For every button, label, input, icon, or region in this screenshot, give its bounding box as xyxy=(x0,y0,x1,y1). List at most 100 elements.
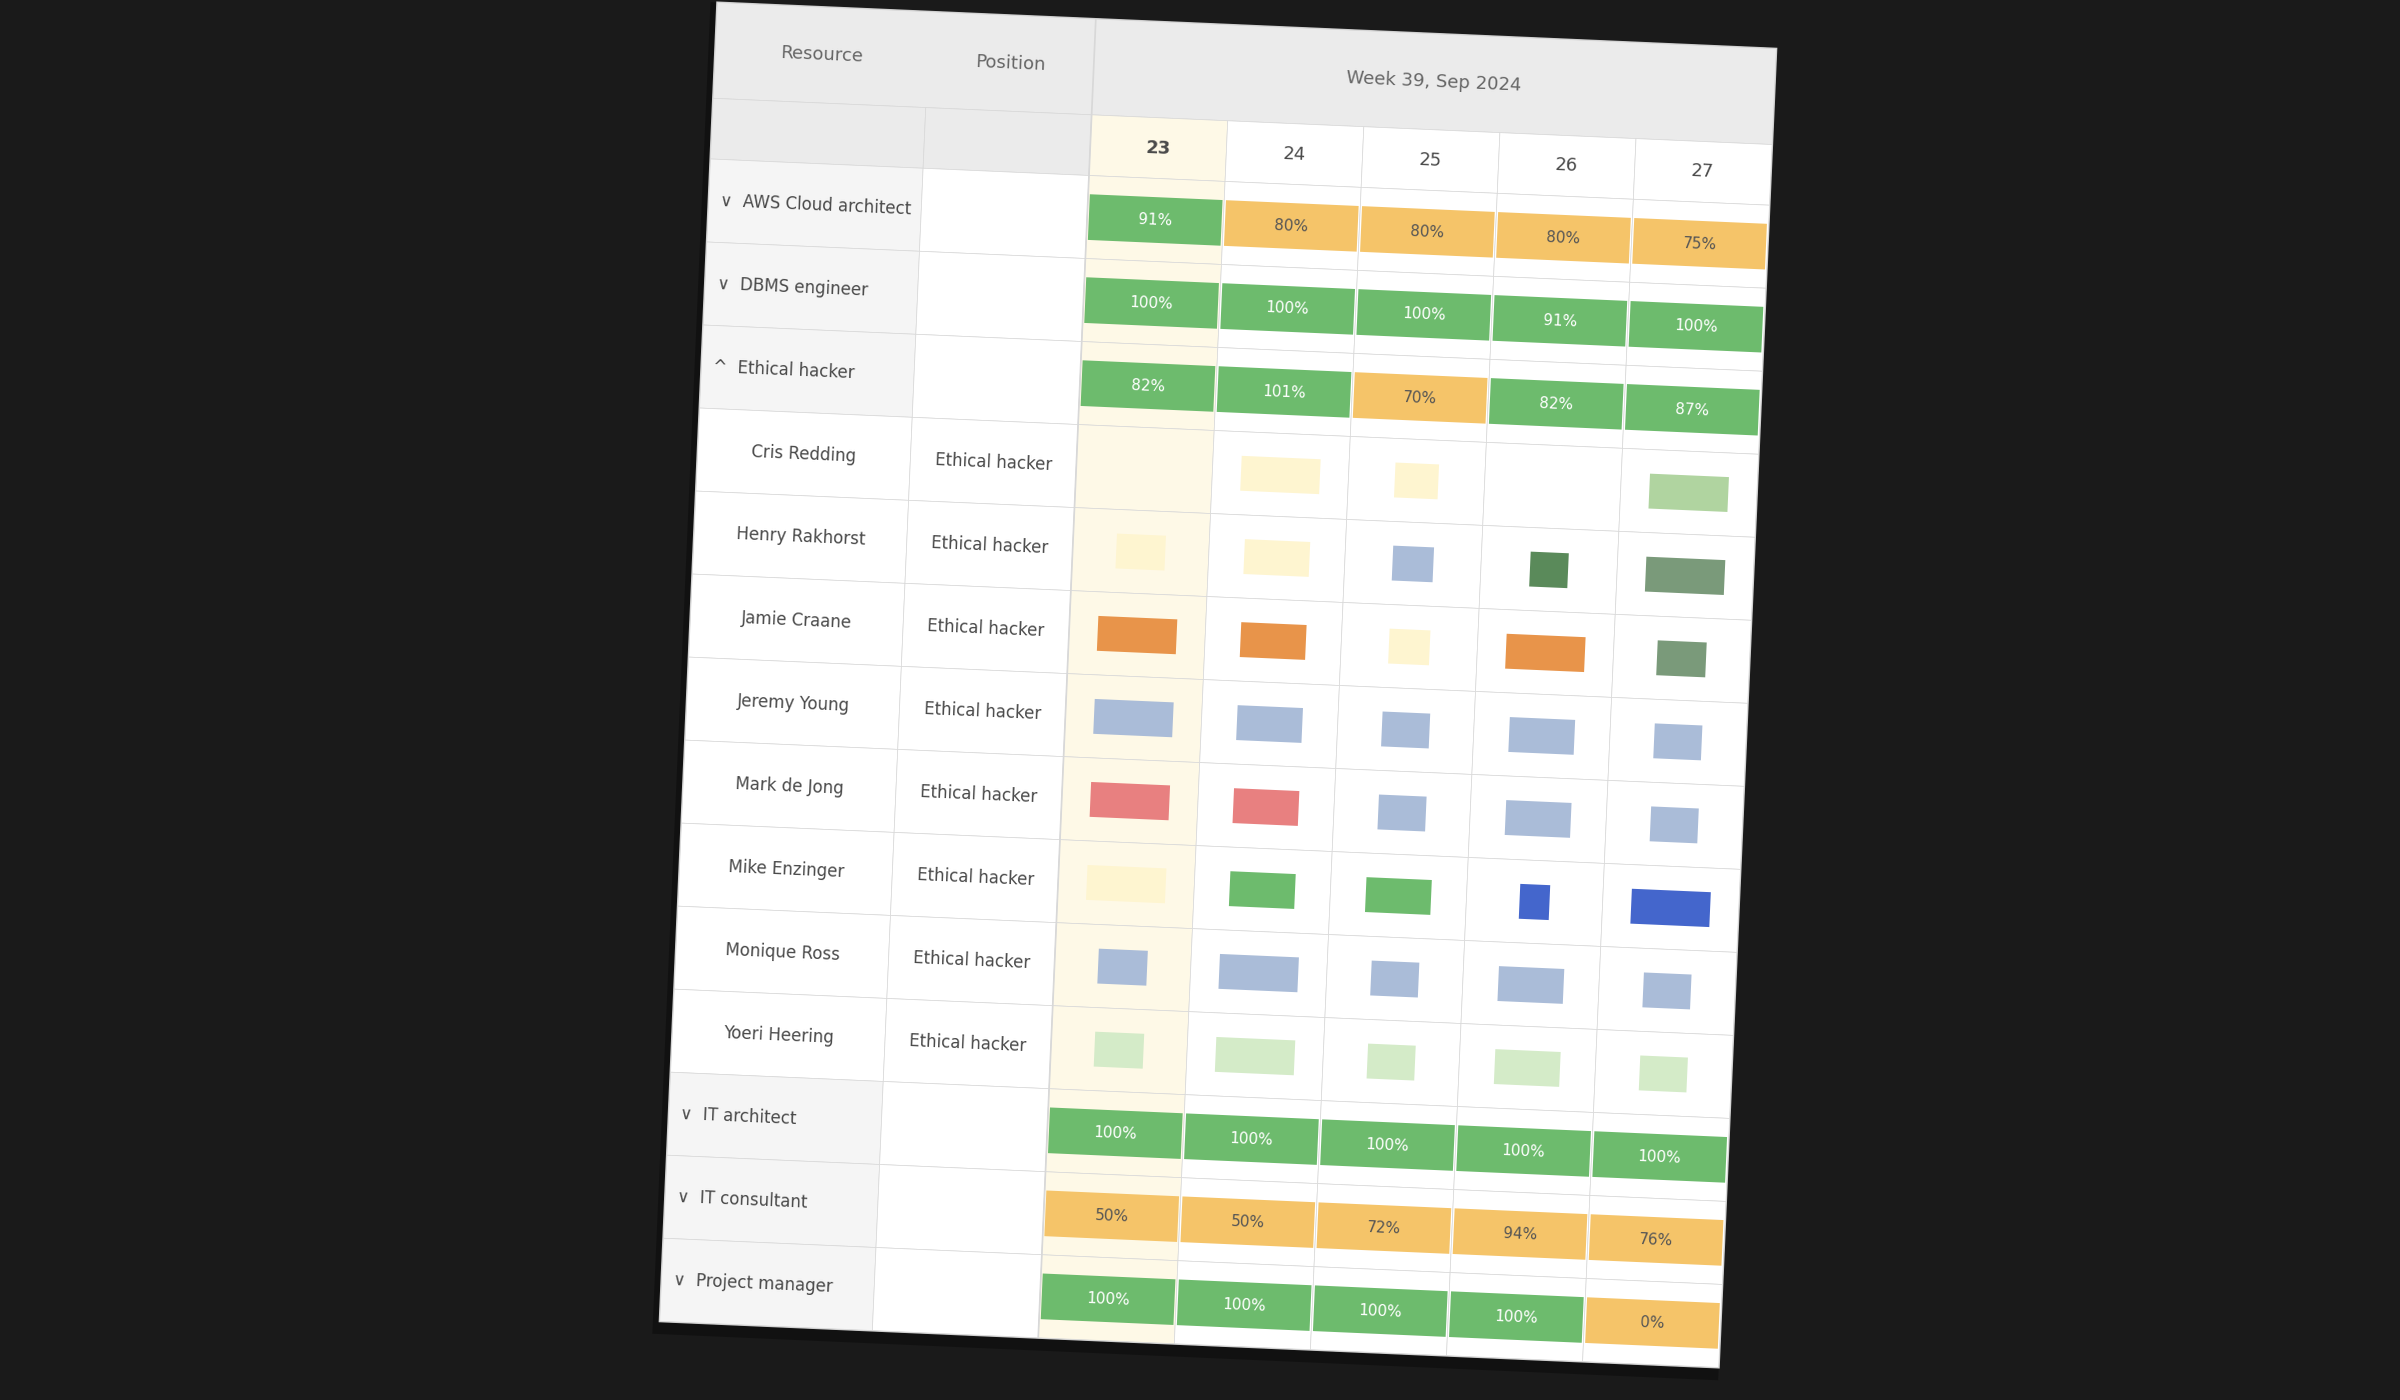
Polygon shape xyxy=(1219,953,1298,993)
Polygon shape xyxy=(1498,133,1637,199)
Polygon shape xyxy=(1620,448,1759,538)
Polygon shape xyxy=(1224,120,1363,188)
Text: Cris Redding: Cris Redding xyxy=(751,442,857,465)
Text: 72%: 72% xyxy=(1366,1219,1402,1236)
Polygon shape xyxy=(1361,127,1500,193)
Text: 100%: 100% xyxy=(1087,1291,1130,1308)
Polygon shape xyxy=(698,325,917,417)
Polygon shape xyxy=(1085,175,1224,265)
Polygon shape xyxy=(1332,769,1471,857)
Polygon shape xyxy=(1186,1012,1325,1100)
Polygon shape xyxy=(912,335,1082,424)
Polygon shape xyxy=(1358,188,1498,276)
Polygon shape xyxy=(1090,783,1171,820)
Text: 0%: 0% xyxy=(1639,1315,1666,1331)
Polygon shape xyxy=(1322,1018,1462,1106)
Polygon shape xyxy=(1584,1298,1721,1348)
Polygon shape xyxy=(1387,629,1430,665)
Polygon shape xyxy=(1210,430,1351,519)
Text: Position: Position xyxy=(974,53,1046,74)
Polygon shape xyxy=(710,98,926,168)
Polygon shape xyxy=(1498,966,1565,1004)
Polygon shape xyxy=(1094,1032,1145,1068)
Polygon shape xyxy=(1217,367,1351,417)
Polygon shape xyxy=(1097,949,1147,986)
Text: 100%: 100% xyxy=(1673,318,1718,335)
Polygon shape xyxy=(1236,706,1303,743)
Polygon shape xyxy=(674,906,890,998)
Text: Monique Ross: Monique Ross xyxy=(725,941,840,963)
Polygon shape xyxy=(1361,206,1495,258)
Polygon shape xyxy=(670,990,888,1081)
Polygon shape xyxy=(1394,462,1440,500)
Polygon shape xyxy=(1087,195,1222,246)
Polygon shape xyxy=(1464,857,1603,946)
Polygon shape xyxy=(1603,780,1745,869)
Text: 82%: 82% xyxy=(1538,396,1574,412)
Text: 23: 23 xyxy=(1145,139,1171,158)
Polygon shape xyxy=(1356,290,1490,340)
Text: 75%: 75% xyxy=(1682,235,1716,252)
Polygon shape xyxy=(1070,508,1210,596)
Polygon shape xyxy=(1594,1029,1733,1119)
Polygon shape xyxy=(1450,1190,1589,1278)
Polygon shape xyxy=(895,749,1063,840)
Polygon shape xyxy=(1630,889,1711,927)
Polygon shape xyxy=(1615,532,1754,620)
Text: Ethical hacker: Ethical hacker xyxy=(910,1032,1027,1056)
Polygon shape xyxy=(1392,546,1435,582)
Polygon shape xyxy=(1219,283,1356,335)
Polygon shape xyxy=(1505,634,1586,672)
Polygon shape xyxy=(1188,928,1330,1018)
Text: ∨  AWS Cloud architect: ∨ AWS Cloud architect xyxy=(720,192,912,218)
Polygon shape xyxy=(1457,1023,1596,1113)
Polygon shape xyxy=(1174,1261,1315,1350)
Polygon shape xyxy=(1085,277,1219,329)
Polygon shape xyxy=(1241,622,1306,659)
Text: 100%: 100% xyxy=(1366,1137,1409,1154)
Polygon shape xyxy=(1176,1280,1310,1331)
Polygon shape xyxy=(1601,864,1740,952)
Polygon shape xyxy=(1529,552,1570,588)
Polygon shape xyxy=(1519,883,1550,920)
Polygon shape xyxy=(1649,473,1728,512)
Polygon shape xyxy=(1366,878,1433,914)
Polygon shape xyxy=(1044,1190,1178,1242)
Polygon shape xyxy=(1068,591,1207,679)
Text: 50%: 50% xyxy=(1231,1214,1265,1231)
Text: ^  Ethical hacker: ^ Ethical hacker xyxy=(713,358,854,382)
Polygon shape xyxy=(1217,265,1358,353)
Text: 87%: 87% xyxy=(1675,402,1709,419)
Polygon shape xyxy=(905,500,1075,591)
Polygon shape xyxy=(1608,697,1747,787)
Text: 100%: 100% xyxy=(1265,301,1310,318)
Text: Henry Rakhorst: Henry Rakhorst xyxy=(734,525,866,549)
Polygon shape xyxy=(1178,1177,1318,1267)
Text: 100%: 100% xyxy=(1222,1296,1267,1313)
Polygon shape xyxy=(1061,756,1200,846)
Polygon shape xyxy=(1469,774,1608,864)
Polygon shape xyxy=(667,1072,883,1165)
Polygon shape xyxy=(1241,456,1320,494)
Polygon shape xyxy=(871,1247,1042,1338)
Text: 100%: 100% xyxy=(1358,1302,1402,1320)
Polygon shape xyxy=(1483,442,1622,532)
Text: 80%: 80% xyxy=(1546,230,1582,246)
Polygon shape xyxy=(1183,1113,1318,1165)
Polygon shape xyxy=(1447,1273,1586,1362)
Polygon shape xyxy=(1354,270,1493,360)
Polygon shape xyxy=(691,491,910,584)
Polygon shape xyxy=(1195,763,1337,851)
Polygon shape xyxy=(1049,1107,1183,1159)
Polygon shape xyxy=(684,657,902,749)
Polygon shape xyxy=(1315,1183,1454,1273)
Polygon shape xyxy=(1046,1089,1186,1177)
Polygon shape xyxy=(1346,437,1486,525)
Polygon shape xyxy=(1318,1100,1457,1190)
Polygon shape xyxy=(1488,378,1622,430)
Polygon shape xyxy=(696,407,912,500)
Polygon shape xyxy=(1632,218,1766,269)
Polygon shape xyxy=(1042,1172,1181,1261)
Polygon shape xyxy=(1493,295,1627,347)
Text: 91%: 91% xyxy=(1138,211,1174,228)
